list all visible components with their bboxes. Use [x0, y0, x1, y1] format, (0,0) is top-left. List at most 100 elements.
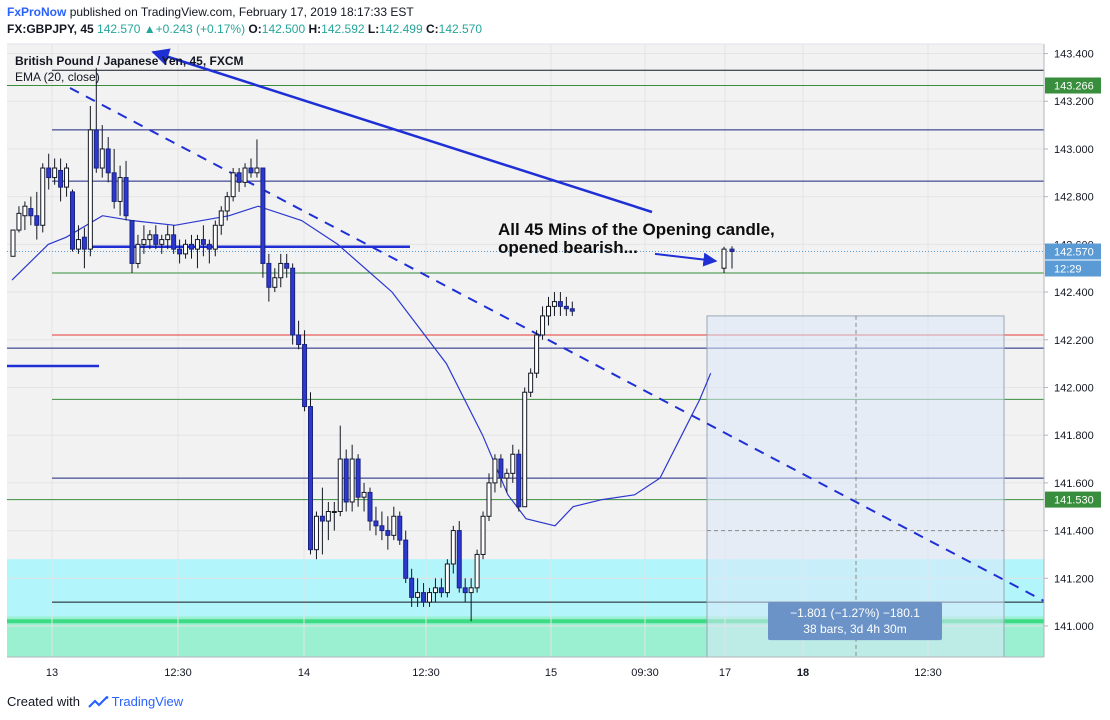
- x-tick-label: 09:30: [631, 667, 659, 679]
- candle: [248, 158, 254, 178]
- measure-label-line-1: −1.801 (−1.27%) −180.1: [790, 606, 920, 620]
- price-badge-bg-3: [1045, 491, 1101, 508]
- candle-body-up: [546, 305, 551, 317]
- ema-polyline: [11, 205, 712, 527]
- candle-body-up: [391, 515, 397, 536]
- candle-body-down: [28, 208, 34, 217]
- candle: [22, 201, 28, 231]
- candle-body-down: [266, 262, 272, 288]
- candle: [432, 578, 438, 603]
- candle: [70, 189, 75, 252]
- candle: [296, 320, 302, 350]
- candle: [260, 167, 266, 278]
- candle: [421, 583, 427, 607]
- candle-body-up: [212, 224, 218, 250]
- candle: [16, 206, 22, 233]
- candle-body-down: [290, 267, 296, 336]
- candle-body-up: [16, 212, 22, 231]
- candle-body-up: [551, 301, 557, 307]
- candle: [46, 153, 52, 190]
- candle-body-up: [10, 229, 16, 257]
- candle: [355, 454, 361, 507]
- candle-body-down: [421, 592, 427, 603]
- candle: [337, 425, 343, 517]
- candle-body-up: [534, 334, 540, 374]
- y-tick-label: 141.400: [1054, 526, 1094, 538]
- candle: [111, 148, 117, 209]
- measure-label-line-2: 38 bars, 3d 4h 30m: [803, 622, 906, 636]
- candle-body-up: [75, 239, 81, 250]
- candle: [99, 125, 105, 178]
- candle-body-up: [64, 167, 70, 188]
- y-tick-label: 141.800: [1054, 430, 1094, 442]
- candle: [468, 578, 474, 622]
- candle-body-down: [373, 520, 379, 527]
- x-tick-label: 12:30: [914, 667, 942, 679]
- candle-body-up: [349, 458, 355, 503]
- brand-name[interactable]: FxProNow: [7, 5, 67, 19]
- created-with-text: Created with: [7, 694, 80, 709]
- candle-body-up: [522, 391, 528, 508]
- candle: [486, 473, 492, 522]
- candle-body-down: [123, 177, 129, 217]
- x-tick-label: 13: [46, 667, 58, 679]
- price-badge-label: 142.570: [1054, 247, 1094, 259]
- candle-body-down: [189, 243, 194, 250]
- candle: [64, 163, 70, 197]
- candle-body-down: [296, 334, 302, 346]
- candle: [557, 292, 563, 316]
- candle: [123, 160, 129, 221]
- candle: [456, 521, 462, 593]
- candle-body-up: [444, 563, 450, 594]
- candle-body-up: [194, 239, 200, 250]
- candle-body-up: [242, 167, 248, 183]
- measure-label-bg: [768, 602, 942, 641]
- price-change: +0.243 (+0.17%): [155, 22, 246, 36]
- candle-body-down: [385, 530, 391, 536]
- candle: [498, 454, 504, 488]
- candle: [397, 511, 403, 545]
- candles: [10, 67, 735, 622]
- y-tick-label: 142.200: [1054, 335, 1094, 347]
- candle-body-down: [248, 167, 254, 174]
- candle: [254, 139, 260, 178]
- candle-body-down: [557, 301, 563, 307]
- candle-body-down: [319, 515, 325, 522]
- candle-body-down: [516, 453, 522, 508]
- candle: [373, 506, 379, 536]
- price-badge-bg-1: [1045, 243, 1101, 260]
- candle-body-down: [409, 577, 415, 598]
- candle-body-down: [200, 239, 206, 245]
- candle: [367, 487, 373, 531]
- candle: [415, 578, 421, 607]
- candle: [10, 229, 16, 257]
- legend-title: British Pound / Japanese Yen, 45, FXCM: [15, 54, 244, 68]
- price-badge-label: 12:29: [1054, 264, 1082, 276]
- open-label: O:: [248, 22, 262, 36]
- high-label: H:: [308, 22, 322, 36]
- annotation-arrow: [654, 252, 718, 267]
- candle: [206, 239, 212, 264]
- candle: [721, 246, 727, 273]
- candle-body-up: [331, 511, 337, 514]
- candle: [52, 158, 58, 185]
- tradingview-brand[interactable]: TradingView: [111, 694, 184, 709]
- candle-body-down: [563, 305, 569, 310]
- candle: [462, 578, 468, 603]
- candle: [224, 191, 230, 221]
- high-value: 142.592: [321, 22, 365, 36]
- candle: [129, 220, 135, 273]
- candle-body-up: [721, 248, 727, 269]
- candle: [58, 158, 64, 202]
- candle: [171, 225, 177, 254]
- candle-body-down: [456, 530, 462, 589]
- x-tick-label: 15: [545, 667, 557, 679]
- candle: [28, 196, 34, 226]
- candle-body-down: [302, 344, 308, 408]
- candle-body-up: [254, 167, 260, 174]
- candle-body-up: [415, 592, 421, 598]
- candle: [135, 234, 141, 269]
- symbol[interactable]: FX:GBPJPY, 45: [7, 22, 94, 36]
- candle: [34, 191, 40, 240]
